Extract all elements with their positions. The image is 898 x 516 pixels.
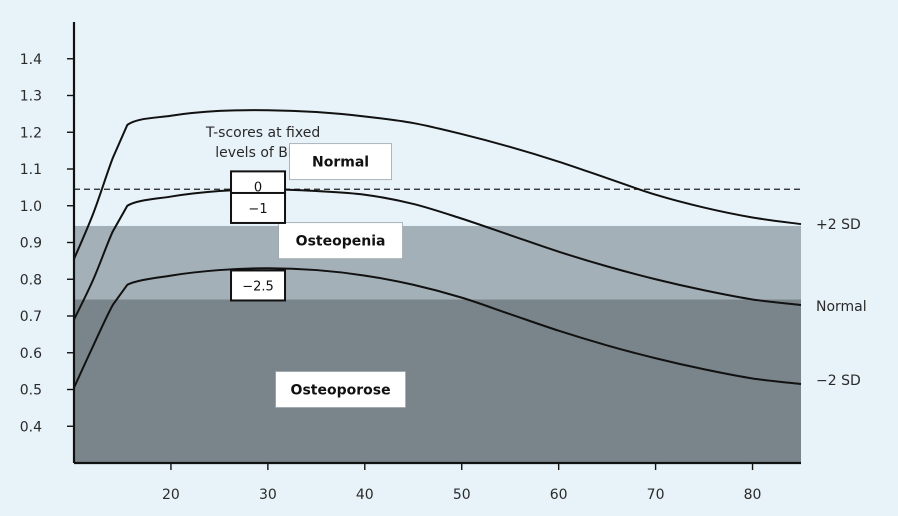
y-tick-label: 0.8	[20, 272, 42, 288]
x-tick-label: 80	[744, 487, 762, 503]
zone-label-osteopenia: Osteopenia	[296, 234, 386, 250]
y-tick-label: 1.1	[20, 162, 42, 178]
y-tick-label: 1.3	[20, 89, 42, 105]
series-end-label: −2 SD	[816, 373, 861, 389]
t-score-label: −1	[248, 202, 267, 217]
x-tick-label: 70	[647, 487, 665, 503]
axes-layer: 0.4 0.5 0.6 0.7 0.8 0.9 1.0 1.1 1.2 1.3 1.4 20 30 40 5…	[20, 22, 801, 503]
series-line-1	[73, 188, 802, 321]
y-tick-label: 1.0	[20, 199, 42, 215]
zone-label-normal: Normal	[312, 155, 369, 171]
zone-label-box	[275, 371, 406, 408]
x-tick-label: 60	[550, 487, 568, 503]
y-tick-label: 0.5	[20, 383, 42, 399]
y-tick-label: 0.9	[20, 236, 42, 252]
t-score-label: 0	[254, 180, 262, 195]
y-tick-label: 1.4	[20, 52, 42, 68]
x-tick-label: 40	[356, 487, 374, 503]
zone-label-osteoporose: Osteoporose	[291, 383, 391, 399]
x-tick-label: 20	[162, 487, 180, 503]
zone-osteoporose-band	[74, 299, 801, 463]
annotation-line-2: levels of BMD	[215, 145, 310, 161]
y-tick-label: 0.7	[20, 309, 42, 325]
y-tick-label: 0.6	[20, 346, 42, 362]
x-tick-label: 30	[259, 487, 277, 503]
series-layer	[73, 109, 802, 389]
zone-normal-band	[74, 22, 801, 226]
zone-label-box	[289, 143, 392, 181]
x-tick-label: 50	[453, 487, 471, 503]
y-tick-label: 1.2	[20, 125, 42, 141]
zone-osteopenia-band	[74, 225, 801, 300]
series-line-0	[73, 109, 802, 260]
t-score-box	[230, 191, 287, 224]
zones-layer	[74, 22, 801, 463]
t-score-box	[230, 269, 287, 302]
series-end-label: +2 SD	[816, 217, 861, 233]
series-end-label: Normal	[816, 299, 867, 315]
series-line-2	[73, 267, 802, 389]
t-score-label: −2.5	[242, 279, 274, 294]
annotation-line-1: T-scores at fixed	[205, 125, 320, 141]
y-tick-label: 0.4	[20, 419, 42, 435]
zone-label-box	[278, 222, 403, 260]
